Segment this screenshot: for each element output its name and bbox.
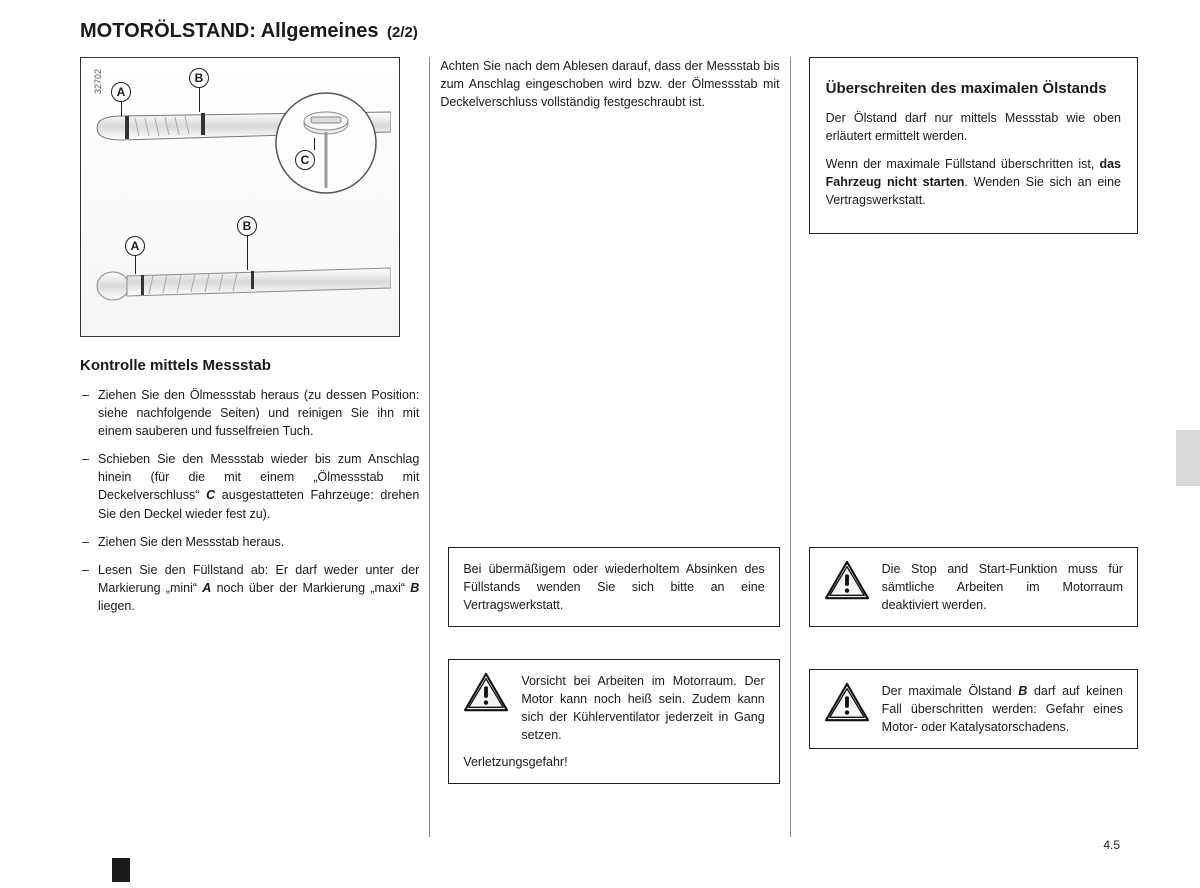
dipstick-bottom-icon xyxy=(91,248,391,308)
paragraph: Der Ölstand darf nur mittels Messstab wi… xyxy=(826,109,1121,145)
leader-line xyxy=(199,88,200,112)
warning-text: Die Stop and Start-Funktion muss für säm… xyxy=(882,560,1123,614)
list-item-text: Schieben Sie den Messstab wieder bis zum… xyxy=(98,452,419,520)
thumb-tab xyxy=(1176,430,1200,486)
paragraph: Wenn der maximale Füllstand überschritte… xyxy=(826,155,1121,209)
label-c: C xyxy=(295,150,315,170)
label-b-bottom: B xyxy=(237,216,257,236)
title-row: MOTORÖLSTAND: Allgemeines (2/2) xyxy=(80,20,1140,43)
footer-marker xyxy=(112,858,130,882)
figure-id: 32702 xyxy=(93,69,103,94)
label-b-top: B xyxy=(189,68,209,88)
label-a-top: A xyxy=(111,82,131,102)
warning-text-2: Verletzungsgefahr! xyxy=(463,753,764,771)
column-2: Achten Sie nach dem Ablesen darauf, dass… xyxy=(429,57,789,837)
columns: 32702 A xyxy=(80,57,1140,837)
column-1: 32702 A xyxy=(80,57,429,837)
dipstick-figure: 32702 A xyxy=(80,57,400,337)
list-item: Ziehen Sie den Ölmessstab heraus (zu des… xyxy=(94,386,419,440)
section-heading-max: Überschreiten des maximalen Ölstands xyxy=(826,80,1121,99)
dipstick-cap-icon xyxy=(271,88,381,198)
page-content: MOTORÖLSTAND: Allgemeines (2/2) 32702 xyxy=(80,20,1140,860)
leader-line xyxy=(135,256,136,274)
leader-line xyxy=(247,236,248,270)
page-number: 4.5 xyxy=(1103,838,1120,852)
list-item: Schieben Sie den Messstab wieder bis zum… xyxy=(94,450,419,523)
page-title: MOTORÖLSTAND: Allgemeines xyxy=(80,20,379,42)
warning-icon xyxy=(463,672,509,714)
warning-text: Vorsicht bei Arbeiten im Motorraum. Der … xyxy=(521,672,764,745)
notice-text: Bei übermäßigem oder wiederholtem Absink… xyxy=(463,562,764,612)
instruction-list: Ziehen Sie den Ölmessstab heraus (zu des… xyxy=(80,386,419,615)
list-item: Ziehen Sie den Messstab heraus. xyxy=(94,533,419,551)
text-ref: B xyxy=(1018,684,1027,698)
column-3: Überschreiten des maximalen Ölstands Der… xyxy=(790,57,1140,837)
warning-icon xyxy=(824,682,870,724)
list-item: Lesen Sie den Füllstand ab: Er darf wede… xyxy=(94,561,419,615)
label-a-bottom: A xyxy=(125,236,145,256)
info-box-max-level: Überschreiten des maximalen Ölstands Der… xyxy=(809,57,1138,234)
page-title-suffix: (2/2) xyxy=(387,24,418,41)
warning-box-engine: Vorsicht bei Arbeiten im Motorraum. Der … xyxy=(448,659,779,784)
section-heading-kontrolle: Kontrolle mittels Messstab xyxy=(80,357,419,376)
text-pre: Wenn der maximale Füllstand überschritte… xyxy=(826,157,1100,171)
paragraph: Achten Sie nach dem Ablesen darauf, dass… xyxy=(440,57,779,111)
leader-line xyxy=(121,102,122,116)
text-pre: Der maximale Ölstand xyxy=(882,684,1019,698)
warning-text: Der maximale Ölstand B darf auf keinen F… xyxy=(882,682,1123,736)
notice-box-service: Bei übermäßigem oder wiederholtem Absink… xyxy=(448,547,779,627)
warning-icon xyxy=(824,560,870,602)
warning-box-stopstart: Die Stop and Start-Funktion muss für säm… xyxy=(809,547,1138,627)
list-item-text: Lesen Sie den Füllstand ab: Er darf wede… xyxy=(98,563,419,613)
warning-box-maxlevel: Der maximale Ölstand B darf auf keinen F… xyxy=(809,669,1138,749)
leader-line xyxy=(314,138,315,150)
